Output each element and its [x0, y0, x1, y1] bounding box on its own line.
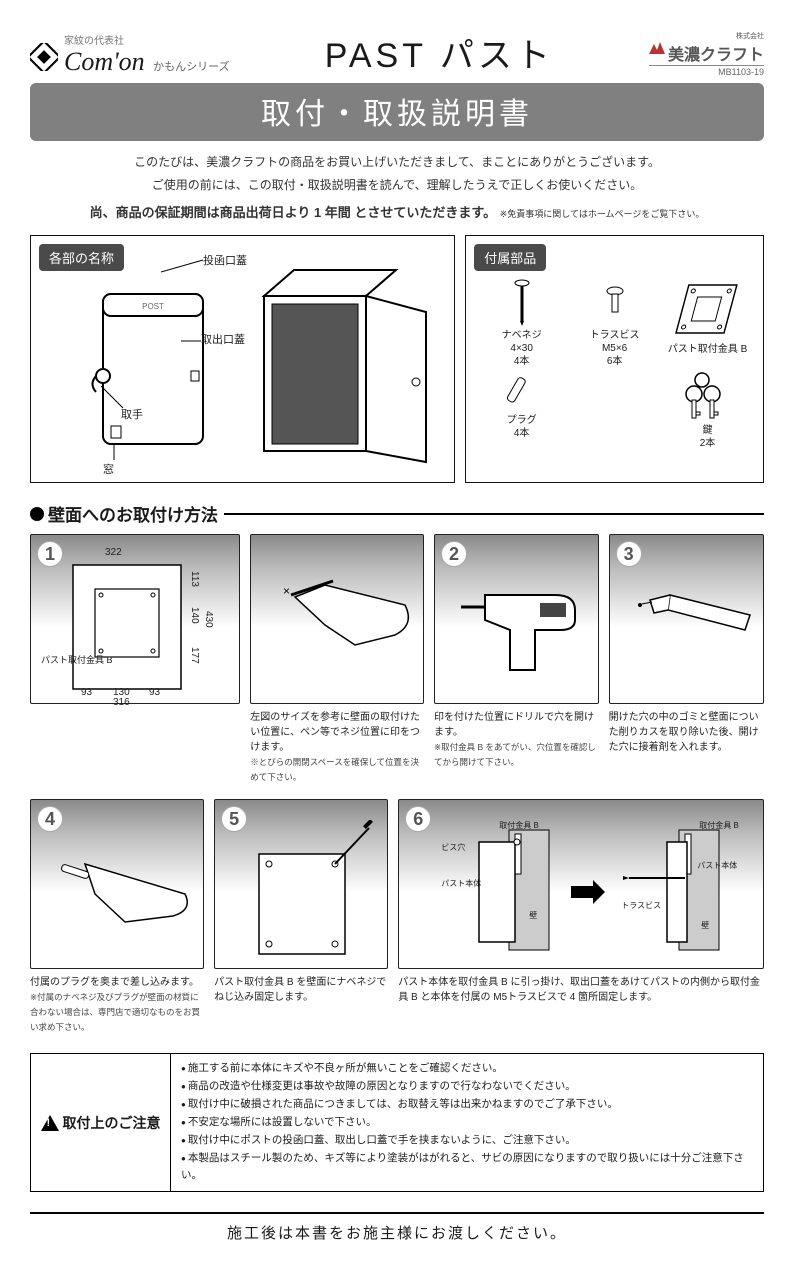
step-4: 4 付属のプラグを奥まで差し込みます。 ※付属のナベネジ及びプラグが壁面の材質に… — [30, 799, 204, 1035]
part-bracket: パスト取付金具 B — [664, 277, 751, 368]
company-icon — [649, 42, 665, 54]
product-title: PAST パスト — [325, 28, 554, 77]
logo-icon — [30, 43, 58, 71]
step-1-hand: × 左図のサイズを参考に壁面の取付けたい位置に、ペン等でネジ位置に印をつけます。… — [250, 534, 424, 785]
part-nabe-screw: ナベネジ4×304本 — [478, 277, 565, 368]
mailbox-closed-diagram: POST — [91, 276, 221, 456]
logo-tagline: 家紋の代表社 — [64, 36, 230, 47]
drill-icon — [455, 565, 595, 685]
wall-mount-heading: 壁面へのお取付け方法 — [30, 501, 764, 526]
svg-text:×: × — [283, 584, 290, 598]
footer-text: 施工後は本書をお施主様にお渡しください。 — [30, 1222, 764, 1243]
caution-box: 取付上のご注意 施工する前に本体にキズや不良ヶ所が無いことをご確認ください。 商… — [30, 1053, 764, 1192]
steps-row-1: 1 322 113 140 177 430 93 130 93 316 パスト取… — [30, 534, 764, 785]
manual-banner: 取付・取扱説明書 — [30, 83, 764, 141]
series-name: かもんシリーズ — [153, 61, 229, 73]
intro-text: このたびは、美濃クラフトの商品をお買い上げいただきまして、まことにありがとうござ… — [30, 151, 764, 225]
warning-icon — [41, 1115, 59, 1131]
names-badge: 各部の名称 — [39, 244, 124, 271]
logo-block: 家紋の代表社 Com'on かもんシリーズ — [30, 36, 230, 77]
steps-row-2: 4 付属のプラグを奥まで差し込みます。 ※付属のナベネジ及びプラグが壁面の材質に… — [30, 799, 764, 1035]
footer-rule — [30, 1212, 764, 1214]
step-5: 5 パスト取付金具 B を壁面にナベネジでねじ込み固定します。 — [214, 799, 388, 1035]
included-parts-panel: 付属部品 ナベネジ4×304本 トラスビスM5×66本 パスト取付金具 B — [465, 235, 764, 483]
step-3: 3 開けた穴の中のゴミと壁面についた削りカスを取り除いた後、開けた穴に接着剤を入… — [609, 534, 764, 785]
caution-title: 取付上のご注意 — [31, 1054, 171, 1191]
part-keys: 鍵2本 — [664, 372, 751, 450]
diagram-row: 各部の名称 POST 投函口蓋 取出口蓋 取手 窓 — [30, 235, 764, 483]
parts-names-panel: 各部の名称 POST 投函口蓋 取出口蓋 取手 窓 — [30, 235, 455, 483]
step-6: 6 取付金具 B ビス穴 パスト本体 壁 — [398, 799, 764, 1035]
step-2: 2 印を付けた位置にドリルで穴を開けます。 ※取付金具 B をあてがい、穴位置を… — [434, 534, 599, 785]
brand-name: Com'on — [64, 47, 145, 76]
caution-list: 施工する前に本体にキズや不良ヶ所が無いことをご確認ください。 商品の改造や仕様変… — [171, 1054, 763, 1191]
model-number: MB1103-19 — [649, 65, 764, 77]
company-block: 株式会社 美濃クラフト MB1103-19 — [649, 31, 764, 77]
tube-icon — [630, 565, 760, 655]
part-plug: プラグ4本 — [478, 372, 565, 450]
svg-text:POST: POST — [142, 302, 164, 311]
mailbox-open-diagram — [246, 262, 446, 472]
step-1: 1 322 113 140 177 430 93 130 93 316 パスト取… — [30, 534, 240, 785]
parts-badge: 付属部品 — [474, 244, 546, 271]
part-truss-screw: トラスビスM5×66本 — [571, 277, 658, 368]
header: 家紋の代表社 Com'on かもんシリーズ PAST パスト 株式会社 美濃クラ… — [30, 28, 764, 77]
